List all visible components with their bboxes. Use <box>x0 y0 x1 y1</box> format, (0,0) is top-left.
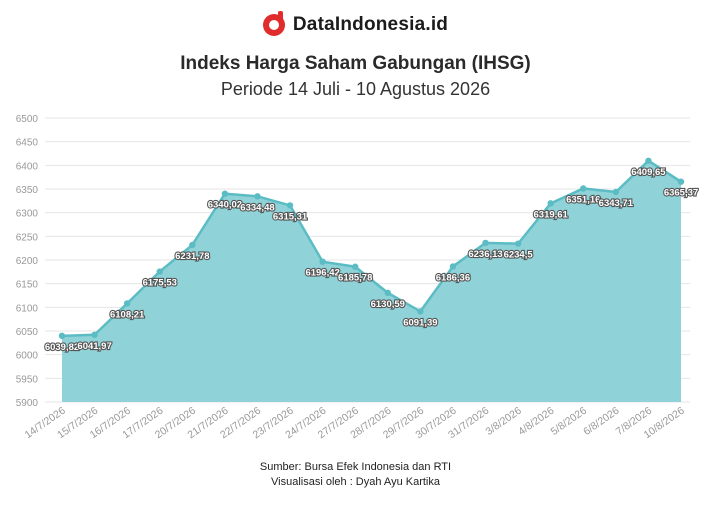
y-tick-label: 6200 <box>16 256 39 267</box>
y-tick-label: 6250 <box>16 232 39 243</box>
data-point <box>156 268 163 275</box>
data-label: 6196,42 <box>305 268 339 279</box>
data-label: 6365,37 <box>664 188 698 199</box>
data-point <box>645 157 652 164</box>
data-point <box>58 332 66 340</box>
y-tick-label: 6450 <box>16 138 39 149</box>
data-label: 6175,53 <box>143 278 177 289</box>
data-point <box>319 258 326 265</box>
y-tick-label: 6400 <box>16 161 39 172</box>
data-label: 6130,59 <box>371 299 405 310</box>
data-label: 6319,61 <box>534 209 569 220</box>
data-point <box>189 241 196 249</box>
data-label: 6340,02 <box>208 200 242 211</box>
data-point <box>514 240 522 247</box>
data-label: 6234,5 <box>504 250 534 261</box>
data-point <box>91 331 98 339</box>
y-tick-label: 5900 <box>16 398 39 409</box>
data-point <box>221 190 229 197</box>
data-label: 6041,97 <box>77 341 111 352</box>
data-point <box>612 188 620 196</box>
data-label: 6108,21 <box>110 309 145 320</box>
data-label: 6236,13 <box>468 249 502 260</box>
credit-note: Visualisasi oleh : Dyah Ayu Kartika <box>271 476 440 488</box>
data-label: 6186,36 <box>436 272 470 283</box>
y-tick-label: 6500 <box>16 114 39 125</box>
data-point <box>384 289 391 297</box>
y-tick-label: 6350 <box>16 185 39 196</box>
x-tick-label: 5/8/2026 <box>549 405 589 438</box>
y-tick-label: 6050 <box>16 327 39 338</box>
x-tick-label: 4/8/2026 <box>516 405 556 438</box>
data-point <box>449 263 457 270</box>
data-label: 6351,16 <box>566 194 600 205</box>
data-point <box>482 239 489 247</box>
data-label: 6334,48 <box>240 202 274 213</box>
data-point <box>547 200 554 207</box>
data-label: 6315,31 <box>273 211 308 222</box>
y-tick-label: 6300 <box>16 209 39 220</box>
y-tick-label: 6000 <box>16 351 39 362</box>
data-point <box>417 308 424 315</box>
chart-title: Indeks Harga Saham Gabungan (IHSG) <box>180 53 531 74</box>
brand-name: DataIndonesia.id <box>292 14 449 35</box>
brand-header: DataIndonesia.id <box>0 11 711 36</box>
data-point <box>123 300 131 307</box>
data-label: 6091,39 <box>403 317 437 328</box>
y-tick-label: 6100 <box>16 303 39 314</box>
data-point <box>677 178 685 185</box>
data-label: 6343,71 <box>599 198 634 209</box>
data-point <box>352 263 359 270</box>
x-tick-label: 3/8/2026 <box>483 405 523 438</box>
data-label: 6039,82 <box>45 342 79 353</box>
series-line <box>61 159 682 338</box>
data-label: 6409,65 <box>631 167 666 178</box>
y-tick-label: 5950 <box>16 374 39 385</box>
y-tick-label: 6150 <box>16 280 39 291</box>
source-note: Sumber: Bursa Efek Indonesia dan RTI <box>259 461 452 473</box>
data-label: 6231,78 <box>175 251 209 262</box>
data-point <box>254 193 261 200</box>
data-point <box>286 202 294 209</box>
data-point <box>580 185 587 192</box>
x-tick-label: 6/8/2026 <box>581 405 621 438</box>
chart-subtitle: Periode 14 Juli - 10 Agustus 2026 <box>220 79 491 99</box>
data-label: 6185,78 <box>338 273 372 284</box>
brand-logo-icon <box>262 11 285 36</box>
